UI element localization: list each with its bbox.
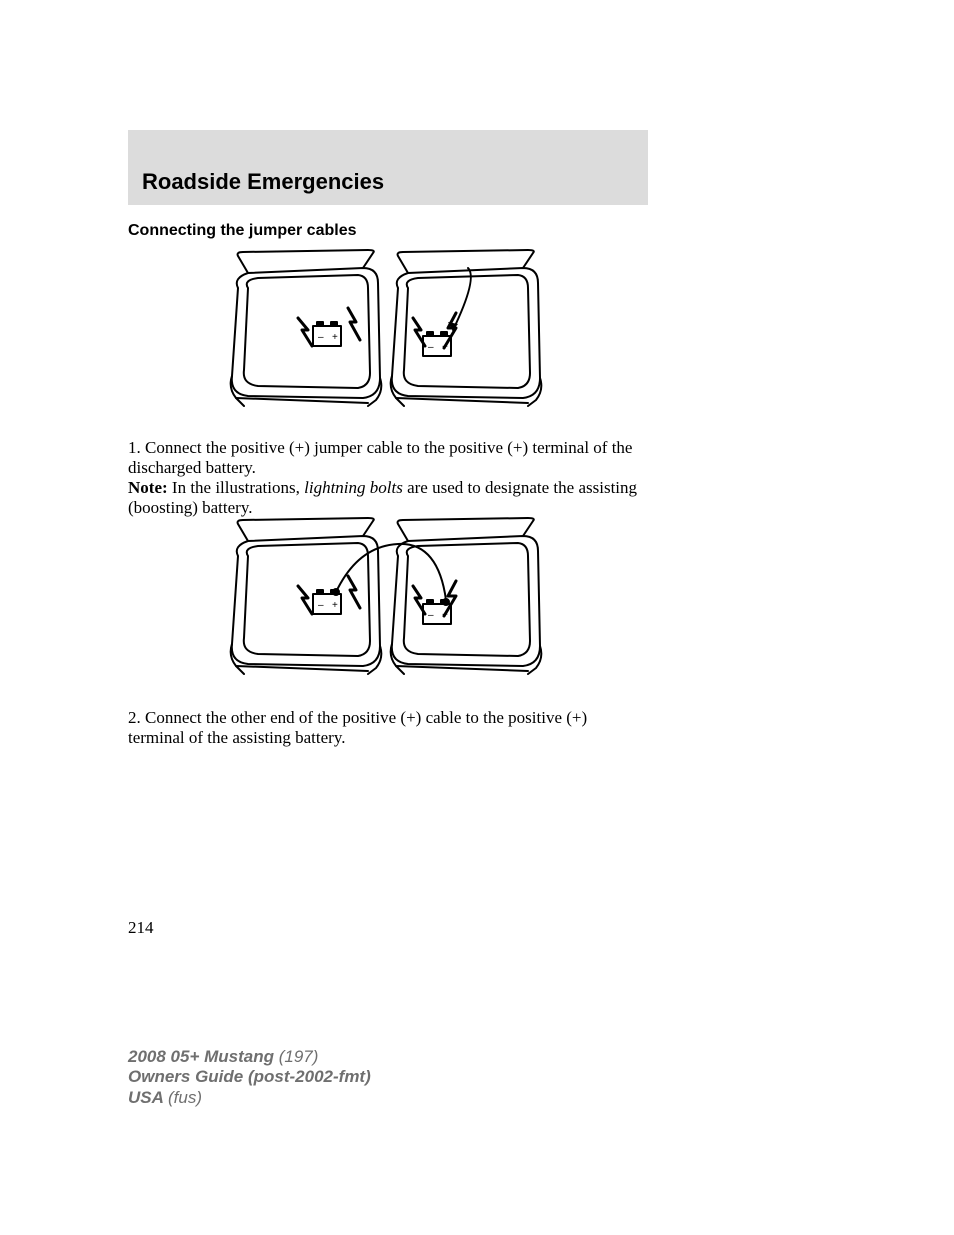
note-ital: lightning bolts [304,478,403,497]
battery-plus-label: + [442,610,448,621]
battery-minus-label: – [318,600,324,611]
jumper-diagram-1: – + – + [128,248,648,418]
footer-line-1: 2008 05+ Mustang (197) [128,1047,371,1067]
step-2-text: 2. Connect the other end of the positive… [128,708,648,748]
jumper-diagram-2: – + – + [128,516,648,686]
battery-plus-label: + [332,600,338,611]
page: Roadside Emergencies Connecting the jump… [0,0,954,1235]
footer-line-3: USA (fus) [128,1088,371,1108]
page-number: 214 [128,918,154,938]
battery-plus-label: + [442,342,448,353]
footer-code: (197) [279,1047,319,1066]
footer-model: 2008 05+ Mustang [128,1047,279,1066]
battery-minus-label: – [428,610,434,621]
footer-region: USA [128,1088,168,1107]
note-prefix: Note: [128,478,168,497]
section-title: Roadside Emergencies [142,169,384,195]
battery-minus-label: – [318,332,324,343]
battery-minus-label: – [428,342,434,353]
jumper-diagram-1-svg: – + – + [218,248,558,418]
footer-region-code: (fus) [168,1088,202,1107]
step-1-text: 1. Connect the positive (+) jumper cable… [128,438,648,478]
battery-plus-label: + [332,332,338,343]
note-text: Note: In the illustrations, lightning bo… [128,478,648,518]
note-mid1: In the illustrations, [168,478,304,497]
subheading: Connecting the jumper cables [128,222,356,240]
jumper-diagram-2-svg: – + – + [218,516,558,686]
footer-line-2: Owners Guide (post-2002-fmt) [128,1067,371,1087]
footer-block: 2008 05+ Mustang (197) Owners Guide (pos… [128,1047,371,1108]
section-header-band: Roadside Emergencies [128,130,648,205]
